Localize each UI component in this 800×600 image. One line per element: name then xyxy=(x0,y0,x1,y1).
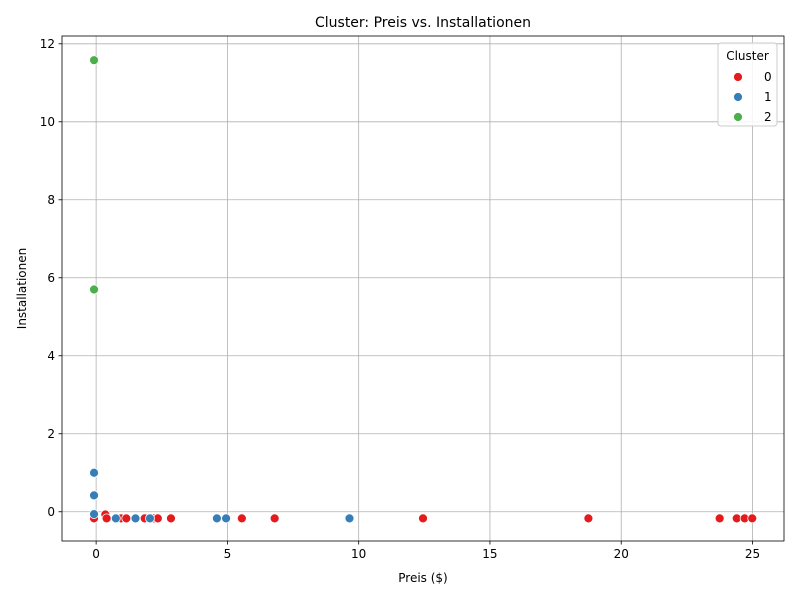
legend-label-cluster-1: 1 xyxy=(764,90,772,104)
legend-marker-cluster-0 xyxy=(733,72,743,82)
y-tick-label: 12 xyxy=(40,37,55,51)
data-point-cluster-0 xyxy=(166,513,176,524)
legend-label-cluster-2: 2 xyxy=(764,110,772,124)
x-axis-ticks: 0 5 10 15 20 25 xyxy=(92,541,760,561)
data-point-cluster-1 xyxy=(130,513,141,524)
x-tick-label: 5 xyxy=(224,547,232,561)
x-tick-label: 0 xyxy=(92,547,100,561)
y-axis-ticks: 0 2 4 6 8 10 12 xyxy=(40,37,62,519)
legend-label-cluster-0: 0 xyxy=(764,70,772,84)
plot-area-frame xyxy=(61,35,785,542)
legend-items: 0 1 2 xyxy=(733,70,772,124)
chart-title: Cluster: Preis vs. Installationen xyxy=(315,15,531,31)
legend-frame xyxy=(717,42,778,127)
x-tick-label: 15 xyxy=(482,547,497,561)
legend-marker-cluster-2 xyxy=(733,112,743,122)
data-point-cluster-0 xyxy=(269,513,280,524)
data-point-cluster-1 xyxy=(344,513,355,524)
data-point-cluster-1 xyxy=(89,467,99,478)
data-point-cluster-0 xyxy=(101,513,112,524)
y-tick-label: 2 xyxy=(47,427,55,441)
data-point-cluster-1 xyxy=(89,490,99,501)
legend: Cluster 0 1 2 xyxy=(717,42,778,127)
data-point-cluster-0 xyxy=(747,513,758,524)
y-tick-label: 10 xyxy=(40,115,55,129)
data-point-cluster-0 xyxy=(583,513,594,524)
data-point-cluster-1 xyxy=(89,509,99,519)
data-point-cluster-2 xyxy=(89,284,99,295)
y-tick-label: 4 xyxy=(47,349,55,363)
y-axis-label: Installationen xyxy=(15,248,29,329)
data-point-cluster-0 xyxy=(418,513,428,524)
data-point-cluster-1 xyxy=(221,513,231,524)
legend-title: Cluster xyxy=(726,49,769,63)
y-tick-label: 6 xyxy=(47,271,55,285)
y-tick-label: 0 xyxy=(47,505,55,519)
data-point-cluster-0 xyxy=(121,513,132,524)
x-tick-label: 25 xyxy=(745,547,760,561)
data-point-cluster-2 xyxy=(89,55,99,66)
data-point-cluster-1 xyxy=(145,513,155,524)
data-point-cluster-1 xyxy=(212,513,222,524)
y-tick-label: 8 xyxy=(47,193,55,207)
data-point-cluster-0 xyxy=(236,513,247,524)
x-tick-label: 10 xyxy=(351,547,366,561)
x-tick-label: 20 xyxy=(614,547,629,561)
data-points xyxy=(89,55,758,524)
x-axis-label: Preis ($) xyxy=(398,571,447,585)
data-point-cluster-0 xyxy=(714,513,725,524)
legend-marker-cluster-1 xyxy=(733,92,743,102)
data-point-cluster-1 xyxy=(110,513,121,524)
